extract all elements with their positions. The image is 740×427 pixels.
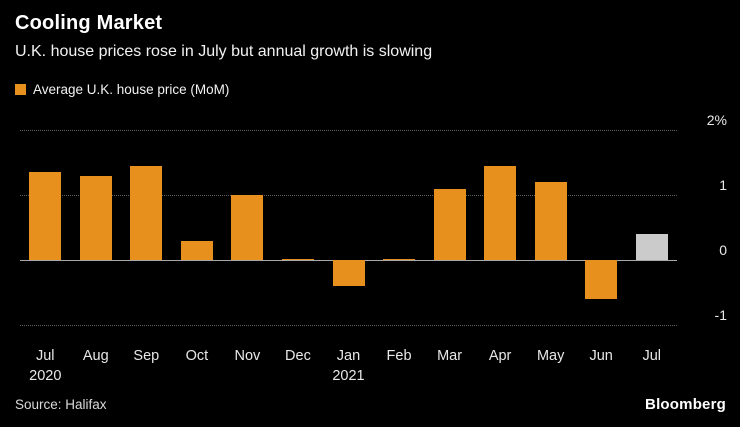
bloomberg-logo: Bloomberg (645, 396, 726, 413)
legend: Average U.K. house price (MoM) (15, 82, 229, 97)
bar-jan-6 (332, 260, 365, 286)
x-axis-month-label: Feb (386, 348, 412, 364)
bar-jun-11 (585, 260, 618, 299)
x-axis-month-label: Jan (336, 348, 361, 364)
bar-aug-1 (79, 175, 112, 260)
source-note: Source: Halifax (15, 397, 107, 412)
x-axis-month-label: Mar (437, 348, 463, 364)
x-axis-year-label: 2020 (29, 368, 62, 384)
x-axis-month-label: Jun (589, 348, 613, 364)
plot-area (20, 130, 677, 342)
x-axis-month-label: Apr (488, 348, 512, 364)
legend-label: Average U.K. house price (MoM) (33, 82, 230, 97)
y-axis-tick-label: 1 (719, 177, 727, 193)
x-axis-month-label: Jul (642, 348, 661, 364)
bar-mar-8 (433, 188, 466, 260)
x-axis-month-label: Aug (82, 348, 109, 364)
x-axis-month-label: Jul (35, 348, 55, 364)
bar-oct-3 (180, 240, 213, 260)
bar-jul-0 (29, 172, 62, 260)
y-axis-tick-label: -1 (714, 307, 727, 323)
bar-jul-12 (635, 234, 668, 260)
gridline (20, 130, 677, 131)
chart-title: Cooling Market (15, 12, 163, 34)
bar-apr-9 (484, 165, 517, 260)
chart-subtitle: U.K. house prices rose in July but annua… (15, 43, 433, 60)
legend-swatch-icon (15, 84, 26, 95)
x-axis-month-label: Nov (234, 348, 261, 364)
bar-feb-7 (383, 258, 416, 260)
bar-dec-5 (281, 258, 314, 260)
x-axis-month-label: Dec (285, 348, 311, 364)
x-axis-month-label: Sep (133, 348, 160, 364)
y-axis-tick-label: 0 (719, 242, 727, 258)
gridline (20, 195, 677, 196)
bar-may-10 (534, 182, 567, 260)
x-axis-year-label: 2021 (332, 368, 365, 384)
bar-sep-2 (130, 165, 163, 260)
bar-nov-4 (231, 195, 264, 260)
y-axis-tick-label: 2% (706, 112, 727, 128)
gridline (20, 325, 677, 326)
x-axis-month-label: May (536, 348, 565, 364)
x-axis-month-label: Oct (185, 348, 209, 364)
